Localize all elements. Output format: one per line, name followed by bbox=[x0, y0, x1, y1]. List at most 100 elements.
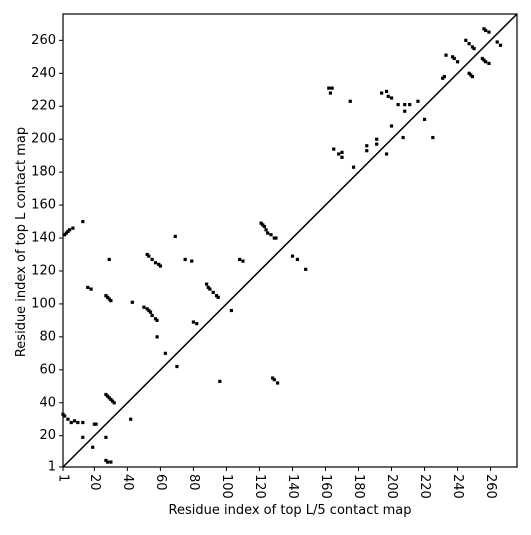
x-tick-label: 1 bbox=[56, 474, 71, 482]
contact-point bbox=[71, 226, 75, 230]
contact-point bbox=[469, 73, 473, 77]
contact-point bbox=[269, 233, 273, 237]
contact-point bbox=[452, 56, 456, 61]
contact-point bbox=[104, 294, 108, 298]
contact-point bbox=[66, 417, 70, 421]
contact-point bbox=[64, 231, 68, 235]
contact-point bbox=[442, 74, 446, 79]
contact-point bbox=[107, 396, 111, 400]
plot-frame bbox=[62, 13, 518, 468]
contact-point bbox=[389, 96, 394, 100]
contact-point bbox=[261, 223, 265, 227]
y-tick-label: 260 bbox=[31, 33, 56, 48]
contact-point bbox=[266, 231, 270, 235]
contact-point bbox=[104, 458, 108, 463]
contact-point bbox=[384, 89, 389, 94]
y-tick-label: 140 bbox=[31, 231, 56, 246]
contact-point bbox=[271, 376, 275, 380]
contact-point bbox=[153, 317, 158, 321]
contact-point bbox=[206, 285, 210, 290]
contact-point bbox=[105, 295, 110, 299]
contact-point bbox=[183, 257, 187, 262]
contact-point bbox=[375, 142, 379, 146]
contact-point bbox=[147, 308, 151, 313]
y-tick-label: 20 bbox=[39, 428, 56, 443]
contact-point bbox=[76, 420, 80, 425]
contact-point bbox=[340, 155, 344, 159]
y-tick-label: 80 bbox=[39, 329, 56, 344]
contact-point bbox=[264, 228, 268, 232]
contact-point bbox=[470, 74, 475, 79]
x-tick-label: 80 bbox=[186, 474, 201, 491]
x-tick-label: 120 bbox=[252, 474, 267, 499]
contact-point bbox=[487, 30, 491, 34]
contact-point bbox=[472, 46, 476, 51]
contact-point bbox=[216, 295, 220, 299]
contact-point bbox=[396, 103, 400, 107]
contact-point bbox=[304, 267, 308, 271]
contact-point bbox=[105, 394, 110, 398]
contact-point bbox=[147, 254, 151, 258]
contact-point bbox=[214, 294, 219, 298]
contact-point bbox=[104, 392, 108, 397]
contact-point bbox=[130, 300, 134, 304]
x-tick-label: 240 bbox=[450, 474, 465, 499]
y-tick-label: 1 bbox=[48, 460, 56, 475]
contact-point bbox=[351, 165, 356, 169]
contact-point bbox=[238, 257, 242, 262]
contact-point bbox=[110, 399, 115, 403]
contact-point bbox=[484, 60, 488, 64]
contact-point bbox=[195, 322, 199, 326]
x-tick-label: 20 bbox=[87, 474, 102, 491]
contact-point bbox=[272, 236, 276, 240]
x-tick-label: 140 bbox=[285, 474, 300, 499]
contact-point bbox=[403, 103, 407, 107]
contact-point bbox=[380, 91, 384, 95]
contact-point bbox=[69, 420, 73, 425]
contact-point bbox=[158, 264, 163, 268]
x-tick-label: 60 bbox=[153, 474, 168, 491]
x-tick-label: 40 bbox=[120, 474, 135, 491]
contact-point bbox=[63, 414, 67, 418]
x-tick-label: 160 bbox=[318, 474, 333, 499]
contact-point bbox=[408, 103, 412, 107]
contact-point bbox=[262, 224, 267, 229]
contact-point bbox=[89, 287, 93, 291]
contact-point bbox=[211, 290, 215, 294]
contact-point bbox=[328, 91, 333, 95]
contact-point bbox=[109, 397, 113, 402]
contact-point bbox=[340, 150, 344, 154]
contact-point bbox=[422, 117, 427, 122]
contact-point bbox=[274, 236, 278, 240]
contact-point bbox=[444, 53, 448, 57]
contact-point bbox=[145, 252, 149, 257]
contact-point bbox=[91, 445, 95, 449]
contact-point bbox=[272, 378, 276, 382]
contact-point bbox=[153, 261, 158, 265]
contact-point bbox=[480, 56, 484, 61]
contact-point bbox=[72, 419, 77, 423]
contact-point bbox=[389, 124, 394, 128]
y-tick-label: 40 bbox=[39, 395, 56, 410]
contact-point bbox=[142, 305, 146, 309]
contact-point bbox=[150, 257, 154, 262]
contact-point bbox=[498, 43, 503, 47]
contact-point bbox=[81, 219, 85, 224]
contact-point bbox=[155, 318, 159, 322]
contact-point bbox=[467, 71, 471, 75]
contact-point bbox=[105, 460, 110, 464]
y-tick-label: 240 bbox=[31, 66, 56, 81]
contact-point bbox=[295, 257, 300, 262]
contact-point bbox=[81, 435, 85, 439]
contact-point bbox=[337, 152, 341, 156]
contact-point bbox=[68, 228, 72, 232]
contact-point bbox=[175, 364, 179, 369]
contact-point bbox=[467, 42, 471, 46]
contact-point bbox=[327, 86, 331, 90]
contact-point bbox=[66, 229, 70, 234]
y-tick-label: 220 bbox=[31, 99, 56, 114]
y-axis-label: Residue index of top L contact map bbox=[14, 127, 29, 357]
y-tick-label: 100 bbox=[31, 296, 56, 311]
y-tick-label: 180 bbox=[31, 165, 56, 180]
